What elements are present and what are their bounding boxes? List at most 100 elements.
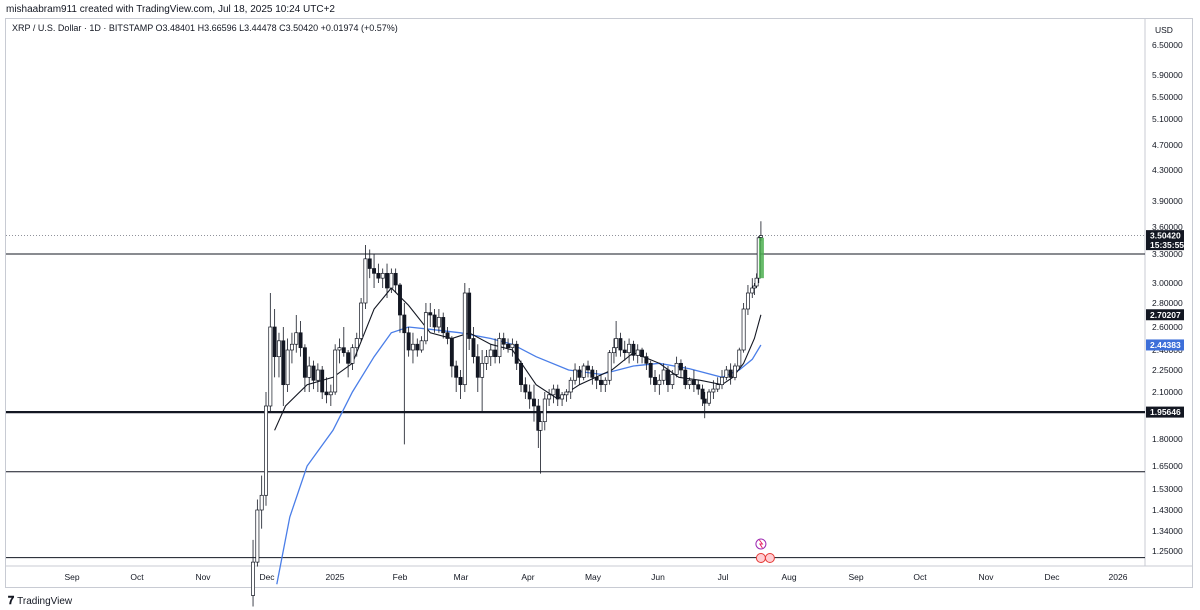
candle bbox=[272, 309, 277, 378]
candle-body bbox=[328, 391, 333, 396]
candle bbox=[385, 263, 389, 298]
candle-body bbox=[467, 292, 472, 339]
candle-body bbox=[311, 365, 316, 381]
candle bbox=[635, 344, 640, 364]
candle bbox=[653, 370, 657, 392]
x-tick-label: Nov bbox=[195, 572, 211, 582]
y-tick-label: 4.70000 bbox=[1152, 140, 1183, 150]
horizontal-levels bbox=[6, 235, 1145, 559]
candle-body bbox=[607, 352, 612, 381]
y-tick-label: 4.30000 bbox=[1152, 165, 1183, 175]
candle bbox=[586, 360, 590, 378]
candle bbox=[255, 499, 260, 567]
y-tick-label: 3.30000 bbox=[1152, 249, 1183, 259]
candle-body bbox=[272, 326, 277, 358]
candle-body bbox=[497, 338, 502, 358]
price-tag-bg bbox=[1146, 230, 1184, 251]
candle-body bbox=[581, 365, 586, 378]
price-tag-countdown: 15:35:55 bbox=[1150, 240, 1184, 250]
candle-body bbox=[627, 343, 632, 354]
price-tag-label: 3.50420 bbox=[1150, 231, 1181, 241]
candle-body bbox=[268, 326, 273, 407]
candle bbox=[670, 370, 675, 390]
candle bbox=[458, 370, 463, 399]
candle bbox=[720, 370, 724, 390]
candle bbox=[741, 303, 746, 353]
candle-body bbox=[661, 369, 666, 381]
candle bbox=[389, 268, 394, 293]
currency-label: USD bbox=[1155, 25, 1173, 35]
symbol-legend[interactable]: XRP / U.S. Dollar · 1D · BITSTAMP O3.484… bbox=[12, 23, 398, 33]
candle bbox=[560, 392, 565, 406]
candle bbox=[445, 327, 450, 345]
candle bbox=[484, 350, 489, 370]
candle bbox=[614, 321, 619, 357]
candle bbox=[555, 384, 560, 406]
candle-body bbox=[398, 284, 402, 316]
candle bbox=[467, 288, 472, 350]
y-tick-label: 1.53000 bbox=[1152, 484, 1183, 494]
ma-slow-line bbox=[276, 326, 762, 585]
candle-body bbox=[337, 347, 342, 351]
candle-body bbox=[475, 356, 480, 378]
candle bbox=[666, 366, 670, 392]
y-tick-label: 1.80000 bbox=[1152, 434, 1183, 444]
candle bbox=[419, 336, 424, 353]
candle bbox=[733, 363, 737, 381]
candle-body bbox=[393, 272, 398, 286]
candle bbox=[493, 338, 498, 364]
price-tag-ma_fast: 2.70207 bbox=[1146, 309, 1184, 321]
candle-body bbox=[493, 349, 498, 358]
candle-body bbox=[385, 272, 389, 289]
candle bbox=[350, 344, 355, 370]
candle-body bbox=[354, 338, 359, 349]
candle bbox=[674, 356, 679, 378]
event-marker-icon bbox=[755, 538, 767, 550]
candle bbox=[700, 384, 705, 406]
price-tag-label: 1.95646 bbox=[1150, 407, 1181, 417]
candle bbox=[568, 377, 573, 399]
y-tick-label: 2.80000 bbox=[1152, 298, 1183, 308]
tradingview-logo-icon: 𝟕 bbox=[8, 594, 14, 607]
candle bbox=[449, 336, 454, 378]
candle bbox=[277, 332, 281, 378]
candle-body bbox=[683, 369, 688, 386]
candle-body bbox=[752, 285, 757, 289]
candle-body bbox=[707, 391, 711, 404]
candle-body bbox=[488, 349, 493, 358]
candle bbox=[441, 312, 446, 339]
candle-body bbox=[670, 374, 675, 386]
candle-body bbox=[538, 421, 543, 431]
candle-body bbox=[733, 365, 737, 378]
candle bbox=[471, 327, 476, 364]
candle-body bbox=[568, 379, 573, 393]
candle-body bbox=[367, 258, 372, 269]
candle-body bbox=[573, 369, 577, 381]
candle-body bbox=[402, 314, 407, 334]
candle bbox=[519, 360, 523, 392]
candle bbox=[298, 321, 303, 357]
candle bbox=[724, 366, 729, 381]
candle bbox=[333, 344, 338, 395]
candle-body bbox=[363, 258, 368, 304]
candle bbox=[428, 303, 433, 327]
candle bbox=[594, 370, 599, 390]
candle-body bbox=[320, 369, 325, 393]
candle-body bbox=[264, 405, 268, 496]
candle-body bbox=[741, 308, 746, 351]
candle bbox=[577, 366, 582, 385]
candle bbox=[406, 327, 411, 357]
candle-body bbox=[631, 343, 636, 356]
candle-body bbox=[480, 362, 485, 378]
candle-body bbox=[590, 369, 595, 378]
candle-body bbox=[555, 388, 560, 400]
candle bbox=[501, 332, 506, 350]
candle-body bbox=[259, 494, 264, 511]
candle bbox=[532, 384, 536, 422]
candle-body bbox=[635, 349, 640, 356]
candle-body bbox=[333, 349, 338, 393]
candle-body bbox=[419, 340, 424, 351]
candle-body bbox=[251, 561, 255, 596]
candle bbox=[702, 392, 707, 419]
